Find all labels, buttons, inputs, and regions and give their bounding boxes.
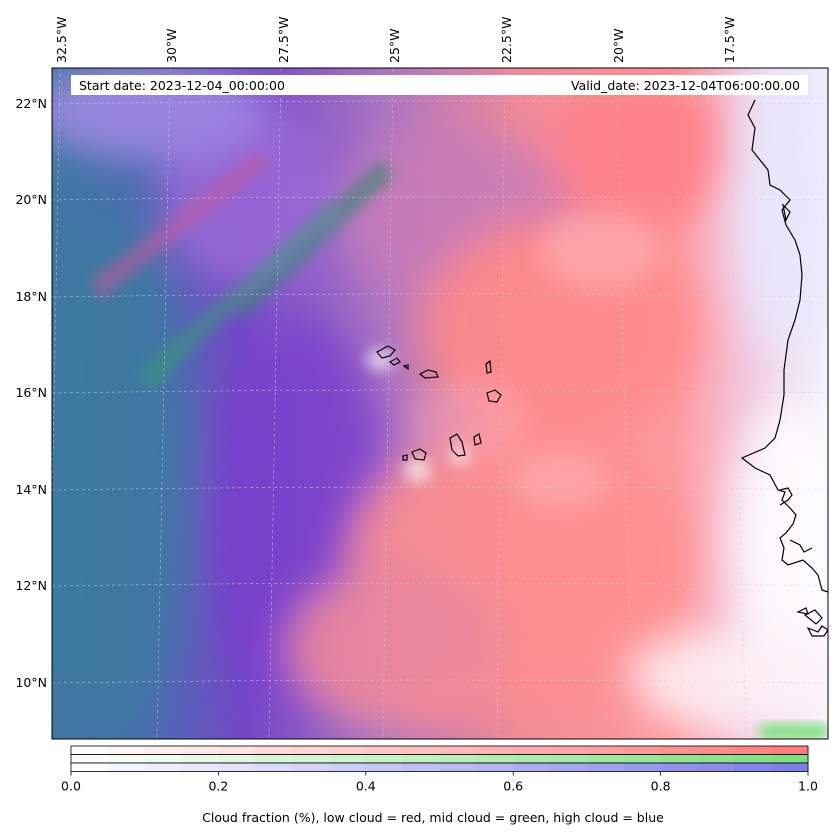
colorbar-segment-high <box>181 763 219 772</box>
colorbar-segment-high <box>697 763 735 772</box>
colorbar-tick-label: 1.0 <box>798 779 818 794</box>
colorbar-segment-mid <box>771 754 809 763</box>
lat-label: 14°N <box>15 482 47 497</box>
colorbar-segment-high <box>71 763 109 772</box>
cape-verde-islands <box>376 345 502 461</box>
colorbar-segment-mid <box>513 754 551 763</box>
colorbar-segment-mid <box>734 754 772 763</box>
colorbar-label: Cloud fraction (%), low cloud = red, mid… <box>202 810 664 825</box>
date-header-box <box>71 75 808 95</box>
lat-label: 10°N <box>15 675 47 690</box>
colorbar-segment-high <box>218 763 256 772</box>
colorbar-segment-high <box>365 763 404 772</box>
colorbar-segment-low <box>218 746 256 755</box>
lat-label: 20°N <box>15 192 47 207</box>
colorbar-segment-mid <box>181 754 219 763</box>
colorbar-segment-low <box>107 746 146 755</box>
colorbar-segment-low <box>771 746 809 755</box>
lon-label: 32.5°W <box>54 17 69 63</box>
colorbar-segment-low <box>255 746 293 755</box>
colorbar-segment-high <box>144 763 182 772</box>
african-coastline <box>740 99 828 593</box>
lon-label: 30°W <box>164 28 179 63</box>
colorbar-segment-low <box>439 746 477 755</box>
lat-label: 22°N <box>15 96 47 111</box>
colorbar-segment-mid <box>550 754 588 763</box>
colorbar-segment-mid <box>697 754 735 763</box>
colorbar-tick-label: 0.0 <box>61 779 81 794</box>
colorbar-segment-mid <box>476 754 514 763</box>
start-date-label: Start date: 2023-12-04_00:00:00 <box>79 78 285 93</box>
colorbar-segment-mid <box>586 754 625 763</box>
colorbar-segment-high <box>734 763 772 772</box>
colorbar-segment-mid <box>71 754 109 763</box>
colorbar-segment-mid <box>292 754 330 763</box>
colorbar-tick-label: 0.6 <box>503 779 523 794</box>
colorbar-segment-low <box>71 746 109 755</box>
lon-label: 22.5°W <box>499 17 514 63</box>
colorbar-segment-high <box>550 763 588 772</box>
colorbar-segment-low <box>476 746 514 755</box>
colorbar-tick-label: 0.2 <box>208 779 228 794</box>
colorbar-segment-high <box>513 763 551 772</box>
colorbar-segment-low <box>623 746 661 755</box>
colorbar-segment-mid <box>144 754 182 763</box>
colorbar-segment-mid <box>255 754 293 763</box>
colorbar-segment-mid <box>107 754 146 763</box>
colorbar-tick-label: 0.4 <box>356 779 376 794</box>
lon-label: 20°W <box>611 28 626 63</box>
latitude-labels: 22°N 20°N 18°N 16°N 14°N 12°N 10°N <box>15 96 47 690</box>
colorbar-segment-high <box>292 763 330 772</box>
colorbar <box>70 745 809 772</box>
colorbar-segment-high <box>623 763 661 772</box>
colorbar-segment-high <box>660 763 698 772</box>
colorbar-segment-low <box>402 746 440 755</box>
colorbar-segment-low <box>144 746 182 755</box>
colorbar-segment-high <box>586 763 625 772</box>
colorbar-segment-low <box>181 746 219 755</box>
graticule <box>52 68 828 739</box>
colorbar-segment-low <box>586 746 625 755</box>
colorbar-segment-mid <box>623 754 661 763</box>
longitude-labels: 32.5°W 30°W 27.5°W 25°W 22.5°W 20°W 17.5… <box>54 17 737 63</box>
lat-label: 12°N <box>15 578 47 593</box>
colorbar-segment-mid <box>402 754 440 763</box>
colorbar-segment-low <box>513 746 551 755</box>
colorbar-segment-mid <box>660 754 698 763</box>
cloud-fraction-field <box>52 68 828 739</box>
colorbar-segment-high <box>439 763 477 772</box>
lon-label: 17.5°W <box>722 17 737 63</box>
colorbar-segment-mid <box>439 754 477 763</box>
colorbar-segment-mid <box>365 754 404 763</box>
lon-label: 25°W <box>387 28 402 63</box>
colorbar-segment-low <box>365 746 404 755</box>
colorbar-segment-high <box>402 763 440 772</box>
colorbar-tick-label: 0.8 <box>651 779 671 794</box>
colorbar-segment-high <box>328 763 367 772</box>
map-frame <box>51 67 829 740</box>
colorbar-segment-high <box>476 763 514 772</box>
colorbar-ticks: 0.0 0.2 0.4 0.6 0.8 1.0 <box>61 771 818 794</box>
colorbar-segment-low <box>697 746 735 755</box>
colorbar-segment-mid <box>218 754 256 763</box>
lon-label: 27.5°W <box>276 17 291 63</box>
valid-date-label: Valid_date: 2023-12-04T06:00:00.00 <box>571 78 800 93</box>
colorbar-segment-low <box>660 746 698 755</box>
colorbar-segment-low <box>734 746 772 755</box>
lat-label: 18°N <box>15 289 47 304</box>
colorbar-segment-low <box>328 746 367 755</box>
colorbar-segment-low <box>292 746 330 755</box>
colorbar-bar-high <box>70 762 809 772</box>
colorbar-segment-low <box>550 746 588 755</box>
colorbar-segment-high <box>107 763 146 772</box>
colorbar-segment-mid <box>328 754 367 763</box>
colorbar-segment-high <box>771 763 809 772</box>
lat-label: 16°N <box>15 385 47 400</box>
colorbar-segment-high <box>255 763 293 772</box>
